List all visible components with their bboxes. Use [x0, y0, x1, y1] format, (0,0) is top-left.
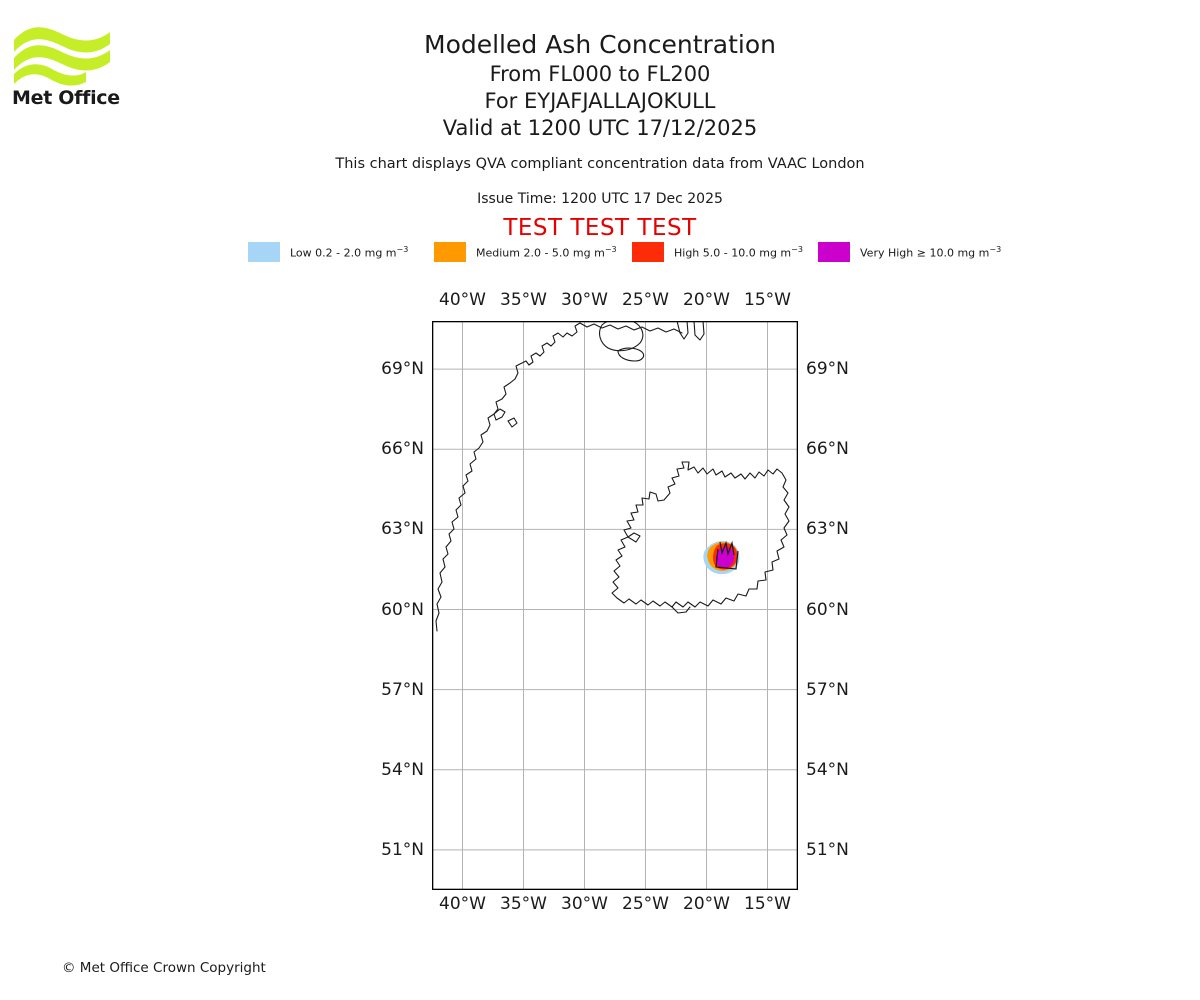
lat-tick-label-left: 54°N [381, 759, 424, 780]
ash-plume-contours [703, 540, 740, 575]
legend-swatch-high [632, 242, 664, 262]
greenland-coastline [435, 322, 581, 632]
issue-time: Issue Time: 1200 UTC 17 Dec 2025 [477, 191, 723, 207]
flight-level-range: From FL000 to FL200 [489, 62, 711, 86]
lat-tick-label-right: 66°N [806, 439, 849, 460]
chart-title-block: Modelled Ash Concentration From FL000 to… [0, 28, 1200, 142]
legend-item-very-high: Very High ≥ 10.0 mg m−3 [818, 241, 1001, 263]
lon-tick-label: 15°W [744, 290, 791, 310]
legend-item-low: Low 0.2 - 2.0 mg m−3 [248, 241, 408, 263]
map-gridlines [432, 321, 798, 890]
northern-island-small [617, 347, 645, 362]
volcano-name: For EYJAFJALLAJOKULL [484, 89, 716, 113]
lat-tick-label-left: 57°N [381, 679, 424, 700]
northern-island-large [599, 321, 644, 352]
met-office-logo-text: Met Office [12, 87, 120, 109]
northern-island-east [676, 321, 689, 340]
map-background [432, 321, 798, 890]
lat-tick-label-right: 51°N [806, 839, 849, 860]
longitude-axis-top: 40°W 35°W 30°W 25°W 20°W 15°W [432, 290, 798, 312]
greenland-north-coast [579, 322, 683, 334]
lat-tick-label-right: 57°N [806, 679, 849, 700]
legend-label-high: High 5.0 - 10.0 mg m−3 [674, 244, 803, 260]
lon-tick-label: 25°W [622, 290, 669, 310]
concentration-legend: Low 0.2 - 2.0 mg m−3 Medium 2.0 - 5.0 mg… [248, 241, 1001, 263]
ash-contour-very-high [715, 547, 735, 568]
ash-concentration-map [432, 321, 798, 890]
lon-tick-label: 20°W [683, 894, 730, 914]
legend-label-very-high: Very High ≥ 10.0 mg m−3 [860, 244, 1002, 260]
legend-item-medium: Medium 2.0 - 5.0 mg m−3 [434, 241, 617, 263]
legend-label-medium: Medium 2.0 - 5.0 mg m−3 [476, 244, 617, 260]
copyright-notice: © Met Office Crown Copyright [62, 960, 266, 976]
legend-swatch-low [248, 242, 280, 262]
iceland-westfjords-detail [627, 532, 641, 543]
lat-tick-label-right: 69°N [806, 359, 849, 380]
lon-tick-label: 30°W [561, 894, 608, 914]
lon-tick-label: 15°W [744, 894, 791, 914]
lat-tick-label-right: 60°N [806, 599, 849, 620]
valid-at-time: Valid at 1200 UTC 17/12/2025 [442, 116, 758, 140]
map-canvas [432, 321, 798, 890]
legend-swatch-medium [434, 242, 466, 262]
latitude-axis-left: 69°N 66°N 63°N 60°N 57°N 54°N 51°N [332, 321, 424, 890]
lat-tick-label-left: 60°N [381, 599, 424, 620]
lon-tick-label: 25°W [622, 894, 669, 914]
lon-tick-label: 40°W [439, 290, 486, 310]
greenland-fjord-detail [493, 408, 506, 421]
lon-tick-label: 35°W [500, 290, 547, 310]
met-office-wave-mark [14, 27, 110, 86]
lat-tick-label-left: 51°N [381, 839, 424, 860]
iceland-coastline [611, 461, 790, 608]
ash-plume-outline [715, 540, 739, 570]
legend-item-high: High 5.0 - 10.0 mg m−3 [632, 241, 803, 263]
lon-tick-label: 35°W [500, 894, 547, 914]
iceland-bay-detail [671, 606, 691, 614]
lat-tick-label-left: 63°N [381, 519, 424, 540]
lat-tick-label-left: 69°N [381, 359, 424, 380]
qva-compliance-note: This chart displays QVA compliant concen… [335, 156, 865, 172]
latitude-axis-right: 69°N 66°N 63°N 60°N 57°N 54°N 51°N [806, 321, 898, 890]
map-coastlines [435, 321, 790, 632]
lat-tick-label-right: 63°N [806, 519, 849, 540]
longitude-axis-bottom: 40°W 35°W 30°W 25°W 20°W 15°W [432, 894, 798, 916]
met-office-logo: Met Office [12, 24, 132, 114]
lon-tick-label: 40°W [439, 894, 486, 914]
northern-island-east2 [693, 321, 705, 341]
legend-label-low: Low 0.2 - 2.0 mg m−3 [290, 244, 409, 260]
lat-tick-label-right: 54°N [806, 759, 849, 780]
lon-tick-label: 20°W [683, 290, 730, 310]
test-banner: TEST TEST TEST [503, 215, 697, 241]
map-frame-border [432, 321, 798, 890]
lon-tick-label: 30°W [561, 290, 608, 310]
legend-swatch-very-high [818, 242, 850, 262]
greenland-small-island [507, 417, 518, 428]
lat-tick-label-left: 66°N [381, 439, 424, 460]
page-title: Modelled Ash Concentration [424, 30, 776, 59]
